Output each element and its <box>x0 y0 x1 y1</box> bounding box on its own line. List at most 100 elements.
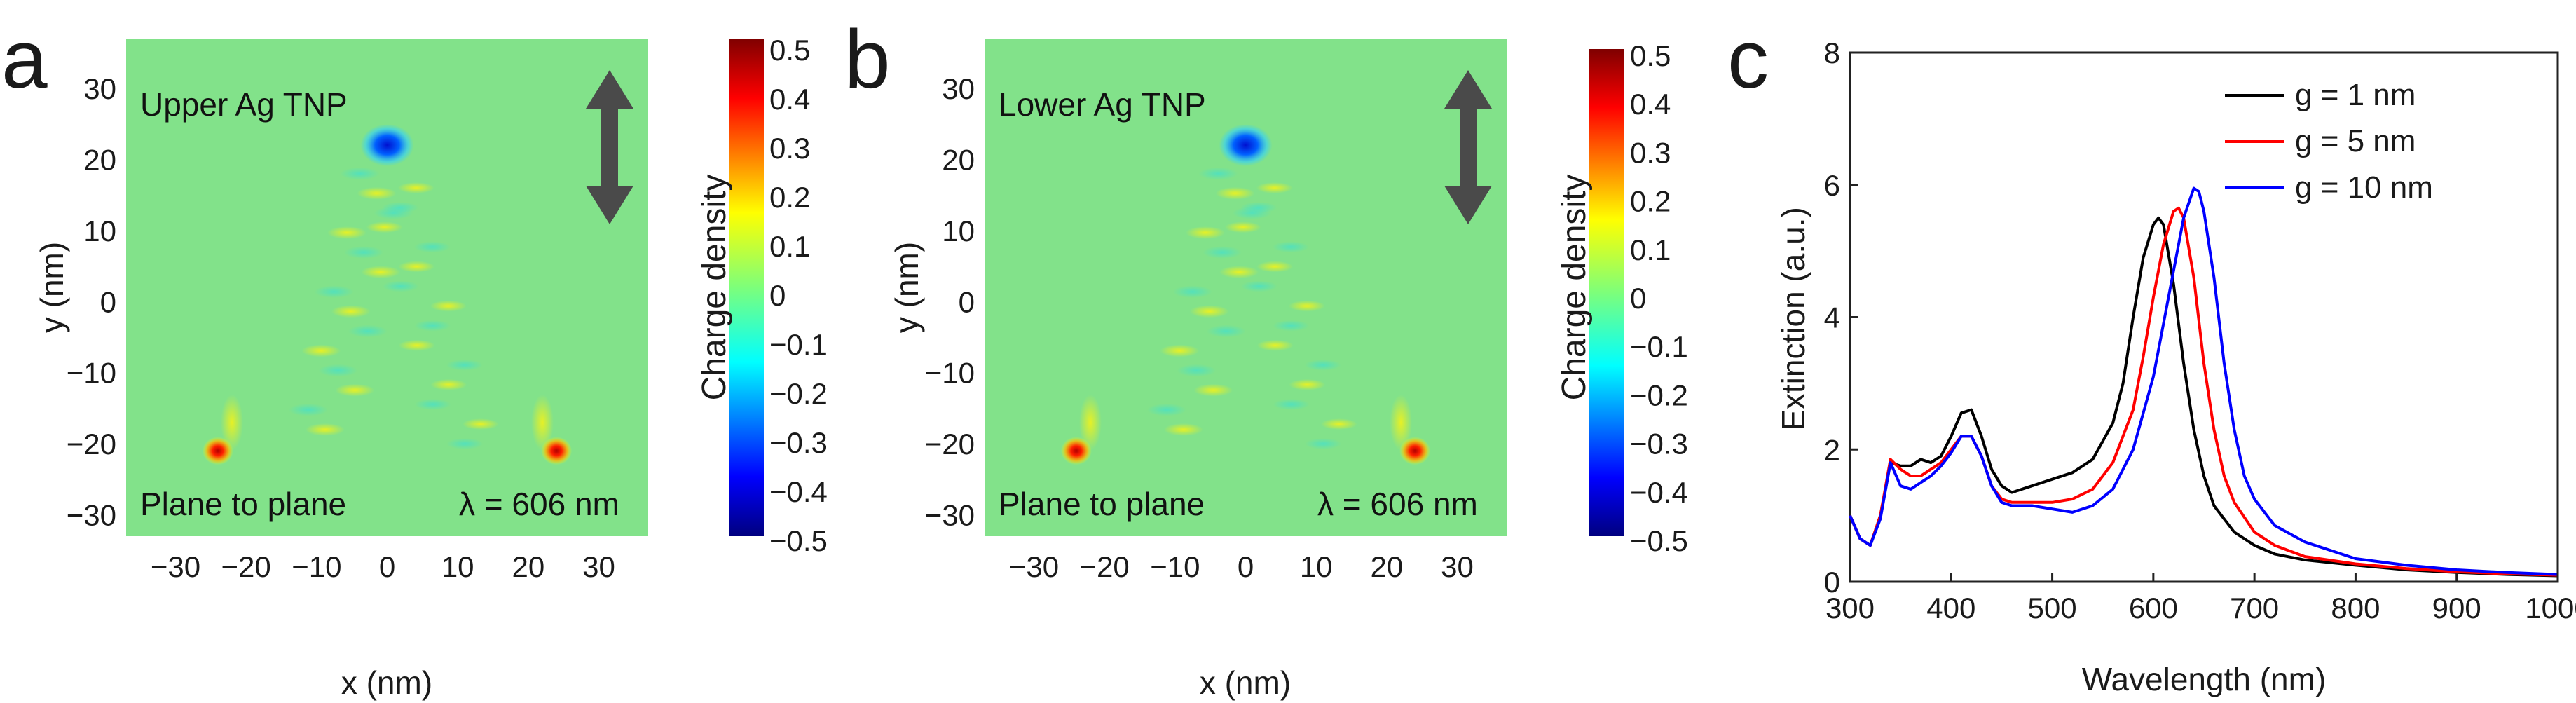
colorbar-tick-label: 0.4 <box>1630 88 1671 121</box>
heatmap-b-y-ticks: 30 20 10 0 −10 −20 −30 <box>925 72 975 532</box>
y-tick-label: 30 <box>83 72 116 105</box>
heatmap-texture-blob <box>413 241 451 253</box>
legend-label: g = 1 nm <box>2295 78 2416 112</box>
heatmap-texture-blob <box>414 320 451 332</box>
heatmap-positive-hotspot <box>1060 437 1092 465</box>
y-tick-label: −30 <box>925 499 975 532</box>
colorbar-tick-label: −0.2 <box>769 377 828 410</box>
colorbar-tick-label: −0.5 <box>1630 524 1688 557</box>
colorbar-tick-label: −0.5 <box>769 524 828 557</box>
heatmap-texture-blob <box>331 305 371 318</box>
colorbar-tick-label: 0.1 <box>769 230 810 263</box>
heatmap-texture-blob <box>301 344 341 357</box>
heatmap-a-x-ticks: −30 −20 −10 0 10 20 30 <box>151 550 615 583</box>
x-tick-label: −20 <box>1080 550 1130 583</box>
y-tick-label: −20 <box>67 428 116 460</box>
y-tick-label: −20 <box>925 428 975 460</box>
heatmap-a-annotation-left: Plane to plane <box>140 486 346 522</box>
colorbar-tick-label: −0.1 <box>769 328 828 361</box>
x-tick-label: 500 <box>2028 592 2077 624</box>
colorbar-b-ticks: 0.5 0.4 0.3 0.2 0.1 0 −0.1 −0.2 −0.3 −0.4 −0.5 <box>1630 39 1688 557</box>
y-tick-label: 30 <box>942 72 975 105</box>
heatmap-b-y-label: y (nm) <box>889 242 925 333</box>
y-tick-label: −30 <box>67 499 116 532</box>
line-chart-plot-area <box>1849 51 2559 583</box>
x-tick-label: −30 <box>1009 550 1059 583</box>
heatmap-corner-glow <box>530 394 554 451</box>
line-chart-y-ticks: 0 2 4 6 8 <box>1824 36 1858 599</box>
colorbar-tick-label: −0.1 <box>1630 330 1688 363</box>
colorbar-a-label: Charge density <box>696 175 733 401</box>
heatmap-texture-blob <box>1320 418 1357 430</box>
heatmap-texture-blob <box>318 364 358 377</box>
y-tick-label: 0 <box>1824 566 1840 599</box>
colorbar-tick-label: 0.1 <box>1630 233 1671 266</box>
heatmap-texture-blob <box>398 261 435 273</box>
y-tick-label: 2 <box>1824 433 1840 466</box>
colorbar-tick-label: 0.4 <box>769 83 810 116</box>
heatmap-texture-blob <box>1304 359 1341 371</box>
panel-a: a Upper Ag TNP Plane to plane λ = 606 nm… <box>1 13 828 701</box>
heatmap-texture-blob <box>430 300 467 312</box>
x-tick-label: −30 <box>151 550 200 583</box>
heatmap-texture-blob <box>462 418 499 430</box>
y-tick-label: 10 <box>83 214 116 247</box>
heatmap-texture-blob <box>348 325 388 338</box>
heatmap-texture-blob <box>397 182 434 193</box>
heatmap-texture-blob <box>357 186 397 200</box>
heatmap-a-annotation-right: λ = 606 nm <box>459 486 619 522</box>
colorbar-b-label: Charge density <box>1556 175 1593 401</box>
heatmap-texture-blob <box>1289 378 1326 390</box>
panel-letter-c: c <box>1727 13 1769 106</box>
heatmap-texture-blob <box>1198 167 1238 180</box>
heatmap-texture-blob <box>446 438 484 450</box>
heatmap-texture-blob <box>340 167 380 180</box>
colorbar-tick-label: −0.3 <box>769 426 828 459</box>
x-tick-label: 10 <box>1300 550 1333 583</box>
heatmap-texture-blob <box>314 285 354 299</box>
colorbar-a <box>729 39 764 536</box>
x-tick-label: 20 <box>1370 550 1403 583</box>
heatmap-b-annotation-left: Plane to plane <box>999 486 1205 522</box>
colorbar-tick-label: 0.5 <box>769 34 810 67</box>
colorbar-tick-label: 0.5 <box>1630 39 1671 72</box>
x-tick-label: 400 <box>1926 592 1975 624</box>
y-tick-label: 8 <box>1824 36 1840 69</box>
x-tick-label: −10 <box>292 550 341 583</box>
y-tick-label: 0 <box>959 285 975 318</box>
heatmap-texture-blob <box>1189 305 1229 318</box>
heatmap-texture-blob <box>1206 325 1246 338</box>
heatmap-texture-blob <box>1288 300 1325 312</box>
x-tick-label: 10 <box>441 550 474 583</box>
heatmap-a-features <box>202 124 573 465</box>
x-tick-label: 0 <box>1238 550 1254 583</box>
legend-label: g = 5 nm <box>2295 124 2416 158</box>
x-tick-label: −10 <box>1150 550 1200 583</box>
heatmap-texture-blob <box>374 206 413 219</box>
heatmap-texture-blob <box>1219 266 1259 279</box>
series-line-3 <box>1849 186 2558 576</box>
heatmap-texture-blob <box>382 280 419 292</box>
heatmap-positive-hotspot <box>541 437 573 465</box>
heatmap-texture-blob <box>1193 383 1233 397</box>
heatmap-negative-hotspot <box>360 124 414 167</box>
heatmap-texture-blob <box>1177 364 1217 377</box>
x-tick-label: 30 <box>1441 550 1474 583</box>
heatmap-texture-blob <box>1186 226 1226 239</box>
heatmap-texture-blob <box>1272 241 1309 253</box>
panel-letter-a: a <box>1 13 48 106</box>
x-tick-label: 800 <box>2331 592 2380 624</box>
heatmap-a-title: Upper Ag TNP <box>140 86 348 123</box>
legend-label: g = 10 nm <box>2295 170 2433 205</box>
heatmap-texture-blob <box>1256 339 1294 351</box>
heatmap-texture-blob <box>1256 261 1294 273</box>
colorbar-tick-label: −0.2 <box>1630 378 1688 411</box>
polarization-arrow-icon <box>586 70 633 224</box>
heatmap-b-x-ticks: −30 −20 −10 0 10 20 30 <box>1009 550 1474 583</box>
heatmap-texture-blob <box>1232 206 1272 219</box>
heatmap-a-x-label: x (nm) <box>341 664 432 701</box>
heatmap-a-y-ticks: 30 20 10 0 −10 −20 −30 <box>67 72 116 532</box>
heatmap-corner-glow <box>1079 394 1102 451</box>
colorbar-b <box>1589 49 1624 536</box>
